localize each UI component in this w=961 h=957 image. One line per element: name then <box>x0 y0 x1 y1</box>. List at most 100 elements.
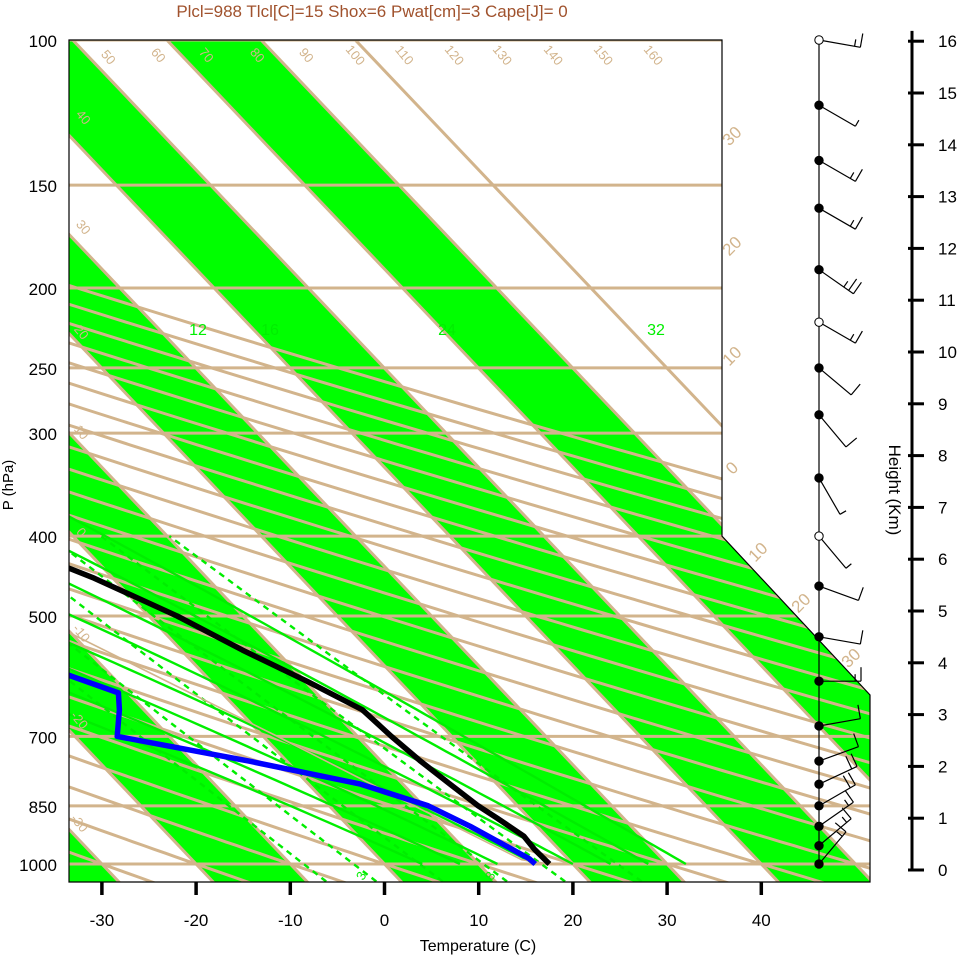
wind-barb <box>818 159 856 182</box>
wind-barb-flag <box>844 790 854 803</box>
wind-barb <box>818 765 858 785</box>
height-tick-label: 0 <box>938 861 947 880</box>
wind-barb-flag <box>844 799 850 806</box>
isotherm-line <box>69 40 418 882</box>
dry-adiabat <box>69 40 870 882</box>
height-tick-label: 12 <box>938 239 957 258</box>
height-tick-label: 16 <box>938 32 957 51</box>
moist-adiabat <box>69 286 574 866</box>
wind-barb-flag <box>857 587 864 601</box>
wind-barb-flag <box>845 755 853 770</box>
wind-level-marker <box>814 264 824 275</box>
wind-barb <box>818 207 856 230</box>
dry-adiabat <box>69 40 870 882</box>
y2-axis-label: Height (Km) <box>885 445 904 536</box>
dry-adiabat <box>69 40 586 882</box>
dry-adiabat <box>69 40 295 882</box>
wind-barb <box>818 746 859 762</box>
dry-adiabats <box>69 40 870 882</box>
moist-adiabat <box>69 286 461 866</box>
wind-barb-flag <box>848 278 858 291</box>
wind-level-marker <box>814 821 824 831</box>
wind-level-marker <box>814 363 824 373</box>
pressure-tick-label: 200 <box>29 280 57 299</box>
isotherm-band <box>69 40 512 882</box>
wind-barb-flag <box>841 816 848 823</box>
wind-level-marker <box>814 410 824 420</box>
dry-adiabat-label: 160 <box>641 42 666 68</box>
mixing-ratio-line <box>69 535 508 882</box>
height-tick-label: 2 <box>938 757 947 776</box>
isotherm-line <box>69 40 701 882</box>
dry-adiabat-label: 100 <box>343 42 368 68</box>
wind-barb <box>818 801 854 827</box>
wind-level-marker <box>814 859 824 869</box>
dry-adiabat <box>69 40 779 882</box>
height-tick-label: 7 <box>938 498 947 517</box>
moist-adiabat <box>69 286 612 866</box>
wind-level-marker <box>814 801 824 811</box>
isotherm-line <box>69 40 230 882</box>
height-tick-label: 10 <box>938 343 957 362</box>
plot-frame <box>68 39 871 883</box>
wind-barb-flag <box>852 281 862 295</box>
dry-adiabat-label: 150 <box>591 42 616 68</box>
dry-adiabat <box>69 40 870 882</box>
wind-level-marker <box>814 840 824 851</box>
wind-barb-flag <box>847 772 856 786</box>
wind-barb-flag <box>849 333 855 341</box>
mixing-ratio-lines <box>69 535 643 882</box>
theta-e-label: 16 <box>261 322 279 339</box>
pressure-tick-label: 250 <box>29 360 57 379</box>
wind-barb <box>818 477 841 515</box>
pressure-tick-label: 1000 <box>19 856 57 875</box>
wind-barb-flag <box>845 563 852 569</box>
wind-level-marker <box>814 756 824 766</box>
wind-barb <box>818 831 847 865</box>
moist-adiabat <box>69 286 687 866</box>
x-axis-label: Temperature (C) <box>420 938 536 955</box>
wind-barb-flag <box>857 704 861 719</box>
pressure-tick-label: 150 <box>29 177 57 196</box>
theta-e-label: 12 <box>189 322 207 339</box>
height-tick-label: 8 <box>938 447 947 466</box>
wind-level-marker <box>814 581 824 591</box>
height-tick-label: 9 <box>938 395 947 414</box>
height-tick-label: 3 <box>938 706 947 725</box>
temperature-tick-label: -10 <box>278 911 303 930</box>
wind-barb-flag <box>853 39 857 47</box>
pressure-tick-label: 500 <box>29 608 57 627</box>
wind-barb-flag <box>859 630 864 645</box>
wind-level-marker <box>814 155 824 166</box>
wind-barb <box>818 39 861 48</box>
sounding-profiles <box>69 40 552 867</box>
wind-barb-flag <box>843 280 849 288</box>
dry-adiabat <box>69 40 870 882</box>
dry-adiabat-label: 60 <box>148 45 169 66</box>
wind-barb <box>818 636 861 645</box>
dry-adiabat <box>69 40 870 882</box>
isotherm-label: 10 <box>745 539 772 566</box>
pressure-tick-label: 700 <box>29 728 57 747</box>
wind-level-marker <box>814 35 824 45</box>
isotherm-line <box>0 2 40 898</box>
height-tick-label: 6 <box>938 550 947 569</box>
isotherm-label: 30 <box>719 123 746 150</box>
isotherm-line <box>69 40 513 882</box>
isotherm-line <box>224 40 870 882</box>
moist-adiabat <box>69 286 649 866</box>
mixing-ratio-line <box>100 535 566 882</box>
dry-adiabat <box>69 40 392 882</box>
moist-adiabat <box>69 286 423 866</box>
dry-adiabat-label: 90 <box>296 45 317 66</box>
dry-adiabat <box>69 40 870 882</box>
height-tick-label: 5 <box>938 602 947 621</box>
wind-barb-flag <box>854 168 863 182</box>
moist-adiabat <box>69 286 499 866</box>
dry-adiabat-label: 140 <box>541 42 566 68</box>
wind-barb-flag <box>836 831 843 837</box>
temperature-tick-label: 40 <box>752 911 771 930</box>
temperature-profile <box>69 40 552 866</box>
wind-barb-flag <box>845 437 858 448</box>
